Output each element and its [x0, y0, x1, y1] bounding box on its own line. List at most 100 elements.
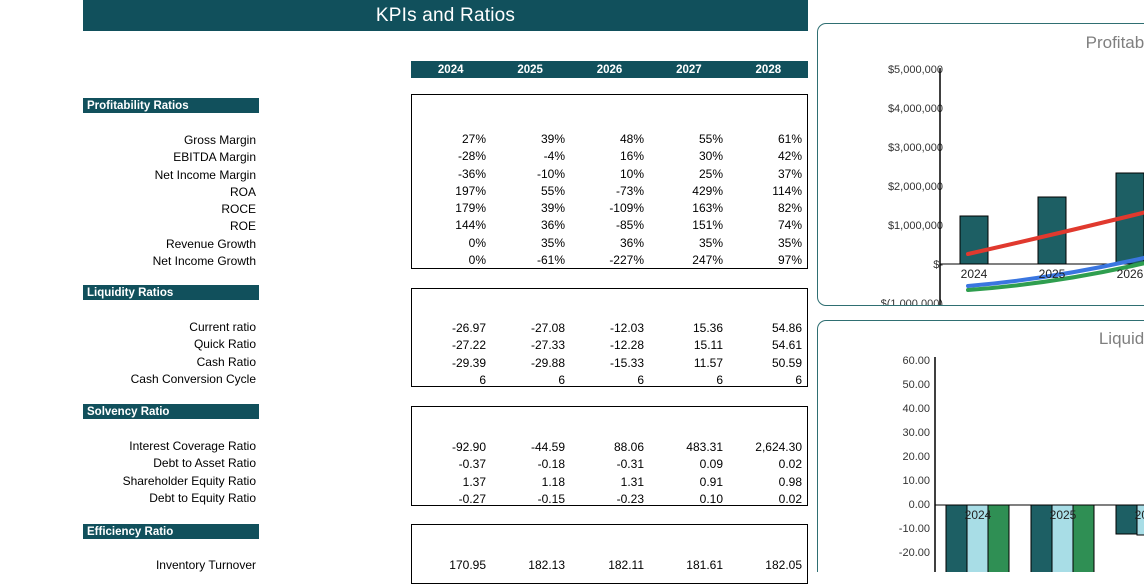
row-label: EBITDA Margin: [173, 150, 256, 165]
table-row: 6 6 6 6 6: [412, 372, 807, 389]
x-tick-label: 2025: [1049, 508, 1077, 522]
row-label: Debt to Asset Ratio: [153, 456, 256, 471]
table-row: 0% 35% 36% 35% 35%: [412, 235, 807, 252]
cell: -0.15: [537, 491, 565, 506]
cell: 39%: [540, 132, 565, 146]
x-tick-label: 2026: [1116, 267, 1144, 281]
section-label-text: Profitability Ratios: [87, 99, 189, 112]
data-grid-liquidity: -26.97 -27.08 -12.03 15.36 54.86 -27.22 …: [411, 288, 808, 387]
chart-panel-liquidity: Liquidi 60.00 50.00 40.00 30.00 20.00 10…: [817, 320, 1144, 572]
cell: 36%: [540, 218, 565, 233]
cell: -10%: [536, 166, 565, 181]
cell: 11.57: [693, 355, 723, 370]
row-label: Interest Coverage Ratio: [129, 439, 256, 453]
cell: 6: [716, 372, 723, 387]
cell: 0.09: [699, 457, 723, 472]
cell: -15.33: [609, 355, 644, 370]
cell: 6: [479, 372, 486, 387]
cell: 82%: [777, 201, 802, 216]
cell: -44.59: [530, 440, 565, 454]
cell: -73%: [615, 183, 644, 198]
y-tick-label: 0.00: [908, 499, 930, 511]
row-label: ROA: [229, 184, 256, 199]
cell: -0.37: [458, 457, 486, 472]
cell: 144%: [455, 218, 486, 233]
cell: -26.97: [451, 321, 486, 335]
data-grid-efficiency: 170.95 182.13 182.11 181.61 182.05: [411, 524, 808, 584]
cell: 2,624.30: [755, 440, 802, 454]
cell: 55%: [698, 132, 723, 146]
y-tick-label: 50.00: [902, 379, 930, 391]
cell: -227%: [609, 253, 644, 268]
cell: -12.03: [609, 321, 644, 335]
cell: 0.91: [699, 474, 723, 489]
cell: 182.13: [528, 558, 565, 572]
y-tick-label: -10.00: [898, 523, 930, 535]
cell: 15.11: [693, 338, 723, 353]
cell: -29.88: [530, 355, 565, 370]
chart-svg-profitability: [939, 68, 1144, 305]
y-tick-label: $1,000,000: [887, 220, 943, 232]
row-label: Cash Ratio: [196, 354, 256, 369]
table-row: -29.39 -29.88 -15.33 11.57 50.59: [412, 355, 807, 372]
cell: 74%: [777, 218, 802, 233]
data-grid-profitability: 27% 39% 48% 55% 61% -28% -4% 16% 30% 42%…: [411, 94, 808, 269]
row-labels-solvency: Interest Coverage Ratio Debt to Asset Ra…: [60, 438, 256, 507]
table-row: -92.90 -44.59 88.06 483.31 2,624.30: [412, 439, 807, 456]
cell: 179%: [455, 201, 486, 216]
row-label: Inventory Turnover: [155, 558, 256, 572]
cell: 39%: [540, 201, 565, 216]
cell: 55%: [540, 183, 565, 198]
row-label: ROCE: [221, 202, 256, 217]
chart-panel-profitability: Profitabi $5,000,000 $4,000,000 $3,000,0…: [817, 23, 1144, 306]
cell: 6: [795, 372, 802, 387]
cell: 61%: [777, 132, 802, 146]
table-row: 0% -61% -227% 247% 97%: [412, 252, 807, 269]
section-label-profitability: Profitability Ratios: [83, 98, 259, 113]
cell: -0.23: [616, 491, 644, 506]
cell: -0.18: [537, 457, 565, 472]
chart-title-liquidity: Liquidi: [1098, 329, 1144, 348]
cell: -29.39: [451, 355, 486, 370]
row-labels-profitability: Gross Margin EBITDA Margin Net Income Ma…: [60, 132, 256, 270]
cell: 182.11: [608, 558, 644, 572]
section-label-efficiency: Efficiency Ratio: [83, 524, 259, 539]
row-label: Current ratio: [189, 320, 256, 334]
cell: -0.27: [458, 491, 486, 506]
year-header-2025: 2025: [517, 63, 543, 76]
table-row: -0.27 -0.15 -0.23 0.10 0.02: [412, 491, 807, 508]
cell: 15.36: [692, 321, 723, 335]
cell: 247%: [692, 253, 723, 268]
y-tick-label: 20.00: [902, 451, 930, 463]
y-tick-label: 30.00: [902, 427, 930, 439]
x-tick-label: 2026: [1134, 508, 1144, 522]
table-row: -27.22 -27.33 -12.28 15.11 54.61: [412, 337, 807, 354]
table-row: -28% -4% 16% 30% 42%: [412, 148, 807, 165]
data-grid-solvency: -92.90 -44.59 88.06 483.31 2,624.30 -0.3…: [411, 406, 808, 506]
cell: -27.22: [451, 338, 486, 353]
cell: 35%: [698, 235, 723, 250]
y-tick-label: -20.00: [898, 547, 930, 559]
cell: 27%: [461, 132, 486, 146]
cell: 170.95: [449, 558, 486, 572]
table-row: 197% 55% -73% 429% 114%: [412, 183, 807, 200]
cell: 37%: [777, 166, 802, 181]
row-label: Quick Ratio: [193, 337, 256, 352]
cell: 54.61: [771, 338, 802, 353]
cell: 0.98: [778, 474, 802, 489]
table-row: 179% 39% -109% 163% 82%: [412, 200, 807, 217]
row-label: Shareholder Equity Ratio: [122, 473, 256, 488]
cell: 35%: [777, 235, 802, 250]
cell: 197%: [455, 183, 486, 198]
cell: 30%: [698, 149, 723, 164]
row-labels-efficiency: Inventory Turnover: [60, 557, 256, 574]
cell: -109%: [609, 201, 644, 216]
cell: 36%: [619, 235, 644, 250]
x-tick-label: 2025: [1038, 267, 1066, 281]
cell: 50.59: [771, 355, 802, 370]
table-row: -26.97 -27.08 -12.03 15.36 54.86: [412, 320, 807, 337]
cell: -36%: [457, 166, 486, 181]
x-tick-label: 2024: [964, 508, 992, 522]
row-label: ROE: [229, 219, 256, 234]
y-tick-label: 40.00: [902, 403, 930, 415]
